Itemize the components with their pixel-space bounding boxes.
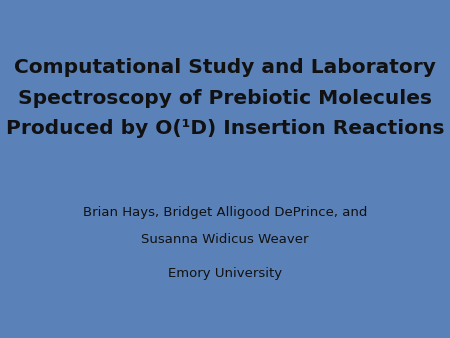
- Text: Produced by O(¹D) Insertion Reactions: Produced by O(¹D) Insertion Reactions: [6, 119, 444, 138]
- Text: Computational Study and Laboratory: Computational Study and Laboratory: [14, 58, 436, 77]
- Text: Susanna Widicus Weaver: Susanna Widicus Weaver: [141, 234, 309, 246]
- Text: Brian Hays, Bridget Alligood DePrince, and: Brian Hays, Bridget Alligood DePrince, a…: [83, 207, 367, 219]
- Text: Spectroscopy of Prebiotic Molecules: Spectroscopy of Prebiotic Molecules: [18, 89, 432, 107]
- Text: Emory University: Emory University: [168, 267, 282, 280]
